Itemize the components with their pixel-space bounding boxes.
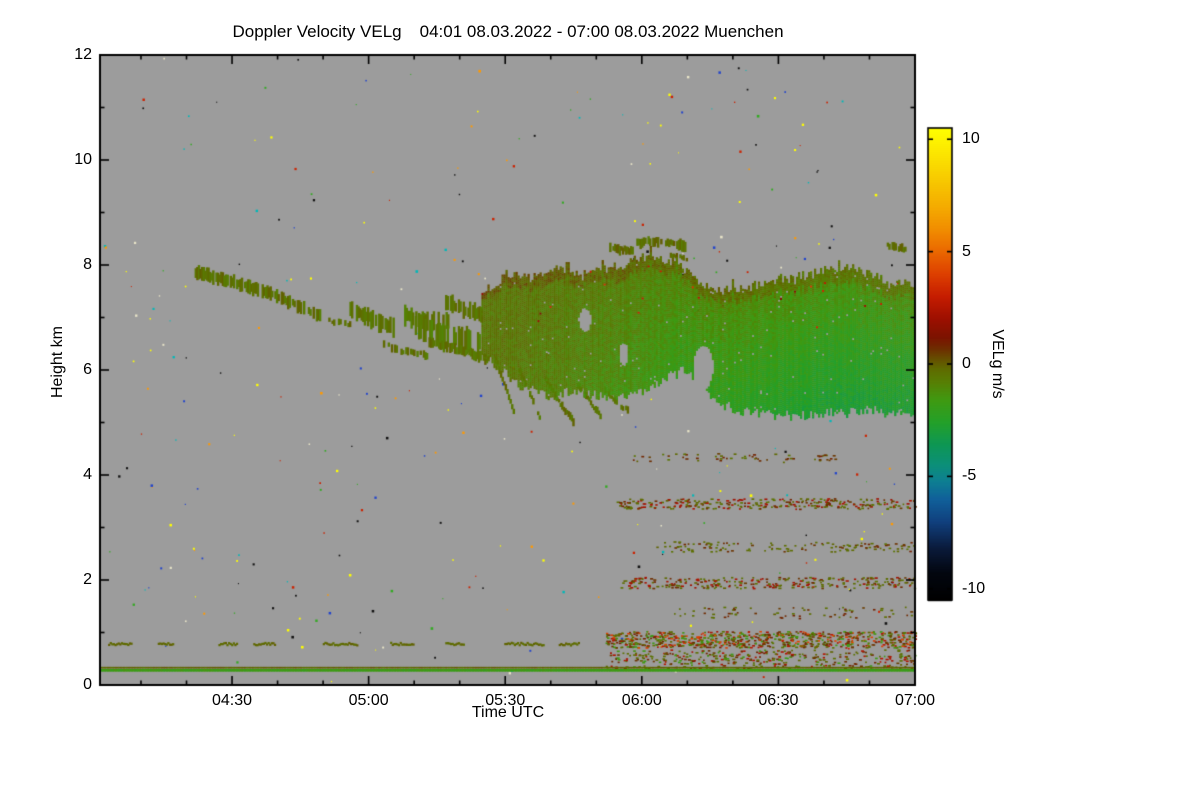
y-tick-label: 2 [83, 571, 92, 588]
y-tick-label: 4 [83, 466, 92, 483]
chart-title-main: Doppler Velocity VELg [232, 22, 402, 41]
chart-title: Doppler Velocity VELg 04:01 08.03.2022 - … [232, 22, 783, 42]
x-tick-label: 05:00 [348, 692, 389, 709]
x-tick-label: 07:00 [894, 692, 936, 709]
y-tick-label: 8 [83, 256, 92, 273]
colorbar-tick-label: 0 [962, 355, 971, 372]
x-tick-label: 05:30 [485, 692, 526, 709]
colorbar-label: VELg m/s [989, 329, 1006, 399]
colorbar-tick-label: 10 [962, 130, 980, 148]
x-tick-label: 04:30 [212, 692, 253, 709]
colorbar-tick-label: -10 [962, 579, 986, 597]
y-axis-label: Height km [49, 325, 66, 399]
chart-title-range: 04:01 08.03.2022 - 07:00 08.03.2022 Muen… [419, 22, 784, 41]
y-tick-label: 0 [83, 676, 92, 693]
x-tick-label: 06:30 [758, 692, 799, 709]
colorbar-tick-label: -5 [962, 467, 977, 485]
y-tick-label: 12 [74, 46, 92, 63]
y-tick-label: 10 [74, 151, 92, 168]
x-axis-label: Time UTC [471, 704, 545, 721]
y-tick-label: 6 [83, 361, 92, 378]
colorbar-tick-label: 5 [962, 242, 971, 260]
x-tick-label: 06:00 [621, 692, 662, 709]
